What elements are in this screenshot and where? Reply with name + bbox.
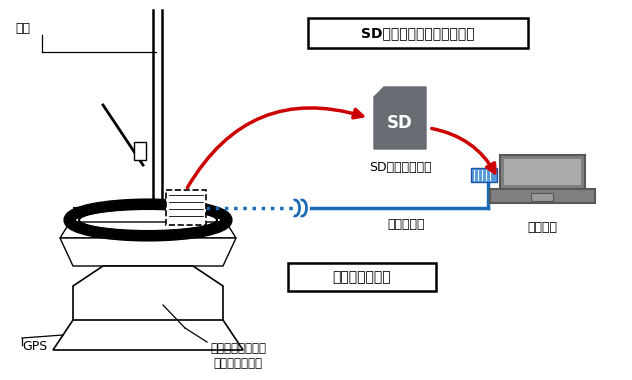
FancyArrowPatch shape xyxy=(188,108,363,188)
Polygon shape xyxy=(60,238,236,266)
Text: 本体: 本体 xyxy=(15,22,30,35)
Text: 遠隔データ収集: 遠隔データ収集 xyxy=(332,270,391,284)
Ellipse shape xyxy=(69,204,227,236)
Bar xyxy=(134,142,146,160)
FancyBboxPatch shape xyxy=(166,190,206,225)
Polygon shape xyxy=(60,222,236,238)
Bar xyxy=(531,193,553,201)
Text: SDメモリカード: SDメモリカード xyxy=(368,161,431,174)
Bar xyxy=(504,159,581,185)
Bar xyxy=(500,155,585,189)
Polygon shape xyxy=(374,87,426,149)
Bar xyxy=(288,263,436,291)
Text: データ通信: データ通信 xyxy=(387,218,425,231)
Bar xyxy=(471,168,497,182)
Text: ロゴスキーコイル
（電流センサ）: ロゴスキーコイル （電流センサ） xyxy=(210,342,266,370)
Text: GPS: GPS xyxy=(22,340,47,353)
Text: SD: SD xyxy=(387,114,413,132)
Polygon shape xyxy=(53,320,243,350)
FancyArrowPatch shape xyxy=(432,128,495,173)
Bar xyxy=(308,18,528,48)
Bar xyxy=(490,189,595,203)
Text: SDメモリカードによる収集: SDメモリカードによる収集 xyxy=(361,26,475,40)
Polygon shape xyxy=(73,266,223,340)
Text: パソコン: パソコン xyxy=(528,221,557,234)
